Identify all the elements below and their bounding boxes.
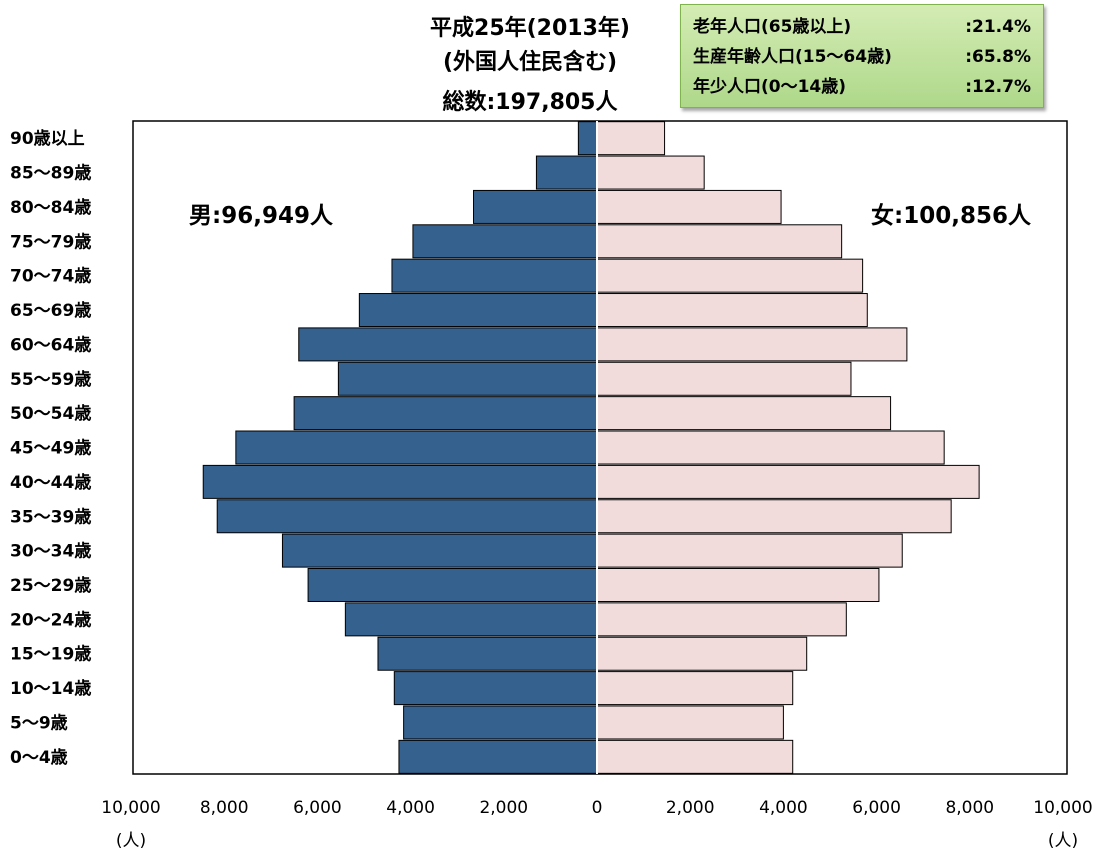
age-group-label: 20～24歳 <box>10 609 91 630</box>
x-tick-label: 10,000 <box>101 798 160 818</box>
age-group-label: 10～14歳 <box>10 678 91 699</box>
age-group-label: 70～74歳 <box>10 266 91 287</box>
male-bar <box>473 189 598 224</box>
stat-row-elderly: 老年人口(65歳以上) :21.4% <box>693 12 1031 42</box>
male-total-label: 男:96,949人 <box>189 203 333 229</box>
female-bar <box>596 499 952 534</box>
female-bar <box>596 671 794 706</box>
male-bar <box>337 361 598 396</box>
female-bar <box>596 361 852 396</box>
age-group-label: 55～59歳 <box>10 369 91 390</box>
female-bar <box>596 189 782 224</box>
female-bar <box>596 121 666 156</box>
male-bar <box>307 567 598 602</box>
stat-row-youth: 年少人口(0～14歳) :12.7% <box>693 72 1031 102</box>
x-unit-label-left: (人) <box>116 831 146 851</box>
x-tick-label: 4,000 <box>386 798 435 818</box>
age-group-label: 30～34歳 <box>10 541 91 562</box>
stat-row-working-age: 生産年齢人口(15～64歳) :65.8% <box>693 42 1031 72</box>
female-bar <box>596 464 980 499</box>
x-tick-label: 2,000 <box>666 798 715 818</box>
female-bar <box>596 293 868 328</box>
age-group-label: 80～84歳 <box>10 197 91 218</box>
chart-title-line1: 平成25年(2013年) <box>430 16 630 41</box>
x-tick-label: 10,000 <box>1033 798 1092 818</box>
male-bar <box>293 396 598 431</box>
age-group-label: 50～54歳 <box>10 403 91 424</box>
age-composition-box: 老年人口(65歳以上) :21.4% 生産年齢人口(15～64歳) :65.8%… <box>680 4 1044 108</box>
stat-value: :65.8% <box>965 47 1031 67</box>
male-bar <box>298 327 598 362</box>
female-bar <box>596 327 908 362</box>
male-bar <box>577 121 598 156</box>
x-tick-label: 8,000 <box>945 798 994 818</box>
age-group-label: 25～29歳 <box>10 575 91 596</box>
age-group-label: 15～19歳 <box>10 644 91 665</box>
age-group-label: 90歳以上 <box>10 128 85 149</box>
male-bar <box>535 155 598 190</box>
x-tick-label: 0 <box>592 798 603 818</box>
age-group-label: 40～44歳 <box>10 472 91 493</box>
female-bar <box>596 430 945 465</box>
female-bar <box>596 258 864 293</box>
stat-value: :12.7% <box>965 77 1031 97</box>
female-bar <box>596 602 847 637</box>
age-group-label: 75～79歳 <box>10 231 91 252</box>
stat-label: 年少人口(0～14歳) <box>693 77 847 97</box>
female-bar <box>596 739 794 774</box>
x-unit-label-right: (人) <box>1048 831 1078 851</box>
female-bar <box>596 396 892 431</box>
age-group-label: 85～89歳 <box>10 163 91 184</box>
female-bar <box>596 533 903 568</box>
male-bar <box>281 533 598 568</box>
female-bar <box>596 224 843 259</box>
age-group-label: 35～39歳 <box>10 506 91 527</box>
age-group-label: 60～64歳 <box>10 334 91 355</box>
male-bar <box>398 739 598 774</box>
age-group-label: 65～69歳 <box>10 300 91 321</box>
male-bar <box>391 258 598 293</box>
male-bar <box>202 464 598 499</box>
x-tick-label: 2,000 <box>479 798 528 818</box>
male-bar <box>216 499 598 534</box>
male-bar <box>344 602 598 637</box>
female-bar <box>596 705 784 740</box>
female-bar <box>596 636 808 671</box>
stat-label: 生産年齢人口(15～64歳) <box>693 47 892 67</box>
male-bar <box>403 705 598 740</box>
chart-title-total: 総数:197,805人 <box>442 90 618 115</box>
male-bar <box>235 430 598 465</box>
x-tick-label: 6,000 <box>852 798 901 818</box>
male-bar <box>377 636 598 671</box>
female-bar <box>596 567 880 602</box>
male-bar <box>358 293 598 328</box>
x-tick-label: 8,000 <box>200 798 249 818</box>
plot-area <box>132 120 1068 775</box>
x-tick-label: 4,000 <box>759 798 808 818</box>
female-bar <box>596 155 705 190</box>
x-tick-label: 6,000 <box>293 798 342 818</box>
chart-title-line2: (外国人住民含む) <box>442 50 618 75</box>
age-group-label: 0～4歳 <box>10 747 68 768</box>
stat-value: :21.4% <box>965 17 1031 37</box>
male-bar <box>393 671 598 706</box>
female-total-label: 女:100,856人 <box>871 203 1031 229</box>
male-bar <box>412 224 598 259</box>
age-group-label: 45～49歳 <box>10 438 91 459</box>
age-group-label: 5～9歳 <box>10 712 68 733</box>
stat-label: 老年人口(65歳以上) <box>693 17 852 37</box>
